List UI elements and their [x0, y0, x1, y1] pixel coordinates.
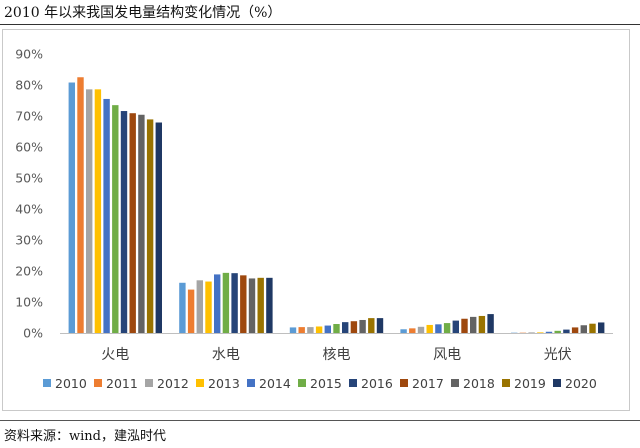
legend-label-2013: 2013: [208, 376, 240, 391]
bar-2016-0: [120, 111, 128, 333]
x-category-label: 风电: [433, 347, 461, 363]
bar-2013-1: [205, 281, 212, 333]
bar-2019-3: [478, 315, 486, 333]
y-tick-label: 40%: [15, 202, 43, 217]
bar-2017-0: [129, 113, 136, 334]
bar-2013-4: [537, 332, 544, 333]
bar-2014-2: [324, 325, 331, 333]
bar-2019-4: [589, 323, 596, 333]
y-tick-label: 10%: [15, 295, 43, 310]
legend-swatch-2017: [400, 379, 408, 387]
chart-frame: 90% 80% 70% 60% 50% 40% 30% 20% 10% 0% 火电 水电 核电 风电 光伏 2…: [2, 29, 630, 411]
bar-2012-0: [86, 89, 93, 333]
bar-2020-0: [155, 122, 162, 333]
legend-label-2012: 2012: [157, 376, 189, 391]
x-category-label: 火电: [101, 347, 129, 363]
bar-2017-3: [461, 318, 468, 333]
bar-2019-0: [146, 119, 154, 333]
y-tick-label: 50%: [15, 171, 43, 186]
legend-swatch-2018: [451, 379, 459, 387]
legend-swatch-2011: [94, 379, 102, 387]
bar-2017-1: [240, 275, 247, 333]
source-divider: [0, 420, 640, 421]
bar-2020-1: [266, 277, 273, 333]
bar-2017-4: [571, 327, 579, 333]
bar-2019-1: [257, 277, 264, 333]
bar-2016-4: [563, 329, 570, 333]
bar-2013-3: [426, 324, 433, 333]
y-tick-label: 30%: [15, 233, 43, 248]
bar-2014-0: [103, 98, 110, 333]
bar-2011-0: [77, 77, 84, 333]
x-category-label: 水电: [212, 347, 240, 363]
bar-2011-4: [519, 332, 527, 334]
bar-2018-4: [580, 325, 587, 333]
legend-label-2019: 2019: [514, 376, 546, 391]
legend-swatch-2015: [298, 379, 306, 387]
bar-2020-3: [487, 314, 494, 333]
bar-2013-2: [315, 326, 323, 333]
legend-swatch-2019: [502, 379, 510, 387]
bar-2010-3: [400, 329, 407, 333]
legend-label-2015: 2015: [310, 376, 342, 391]
legend-label-2010: 2010: [55, 376, 87, 391]
bar-2012-1: [196, 280, 203, 333]
x-category-label: 光伏: [544, 347, 572, 363]
source-note: 资料来源：wind，建泓时代: [4, 429, 166, 444]
legend-swatch-2014: [247, 379, 255, 387]
bar-2011-3: [409, 328, 416, 333]
bar-2019-2: [368, 318, 375, 333]
bar-2010-0: [68, 82, 75, 333]
bar-2010-4: [511, 332, 518, 334]
bar-chart: 90% 80% 70% 60% 50% 40% 30% 20% 10% 0% 火电 水电 核电 风电 光伏 2…: [15, 47, 613, 391]
bar-2014-4: [545, 331, 553, 333]
bar-2020-2: [376, 318, 384, 333]
y-tick-label: 70%: [15, 109, 43, 124]
bar-2013-0: [94, 89, 102, 333]
bar-2015-0: [112, 105, 119, 334]
bar-2016-3: [452, 320, 459, 333]
bar-2015-1: [222, 272, 230, 333]
legend-label-2018: 2018: [463, 376, 495, 391]
bar-2011-1: [187, 289, 195, 333]
bar-2010-2: [289, 327, 297, 333]
legend-swatch-2020: [553, 379, 561, 387]
bar-2018-2: [359, 319, 366, 333]
legend-label-2016: 2016: [361, 376, 393, 391]
bar-2015-4: [554, 330, 561, 333]
legend-label-2020: 2020: [565, 376, 597, 391]
bar-2012-4: [528, 332, 535, 333]
bar-2018-3: [470, 316, 477, 333]
bar-2014-3: [435, 324, 442, 333]
bar-2014-1: [214, 274, 221, 333]
y-tick-label: 0%: [23, 326, 43, 341]
legend-label-2011: 2011: [106, 376, 138, 391]
bar-2012-3: [417, 326, 425, 333]
y-tick-label: 60%: [15, 140, 43, 155]
legend-swatch-2010: [43, 379, 51, 387]
legend-swatch-2016: [349, 379, 357, 387]
chart-title: 2010 年以来我国发电量结构变化情况（%）: [4, 5, 282, 21]
bar-2012-2: [307, 327, 314, 333]
legend-swatch-2012: [145, 379, 153, 387]
bar-2017-2: [350, 321, 358, 333]
x-category-label: 核电: [323, 347, 351, 363]
bar-2016-2: [342, 322, 349, 333]
bar-2011-2: [298, 327, 305, 333]
bar-2016-1: [231, 273, 238, 333]
y-tick-label: 80%: [15, 78, 43, 93]
title-divider: [0, 24, 640, 25]
legend-label-2014: 2014: [259, 376, 291, 391]
y-tick-label: 90%: [15, 47, 43, 62]
legend-swatch-2013: [196, 379, 204, 387]
bar-2015-2: [333, 324, 340, 333]
bar-2018-1: [248, 278, 256, 333]
bar-2018-0: [138, 114, 145, 333]
legend-label-2017: 2017: [412, 376, 444, 391]
y-tick-label: 20%: [15, 264, 43, 279]
bar-2020-4: [598, 322, 605, 333]
bar-2015-3: [443, 323, 451, 333]
bar-2010-1: [179, 282, 186, 333]
